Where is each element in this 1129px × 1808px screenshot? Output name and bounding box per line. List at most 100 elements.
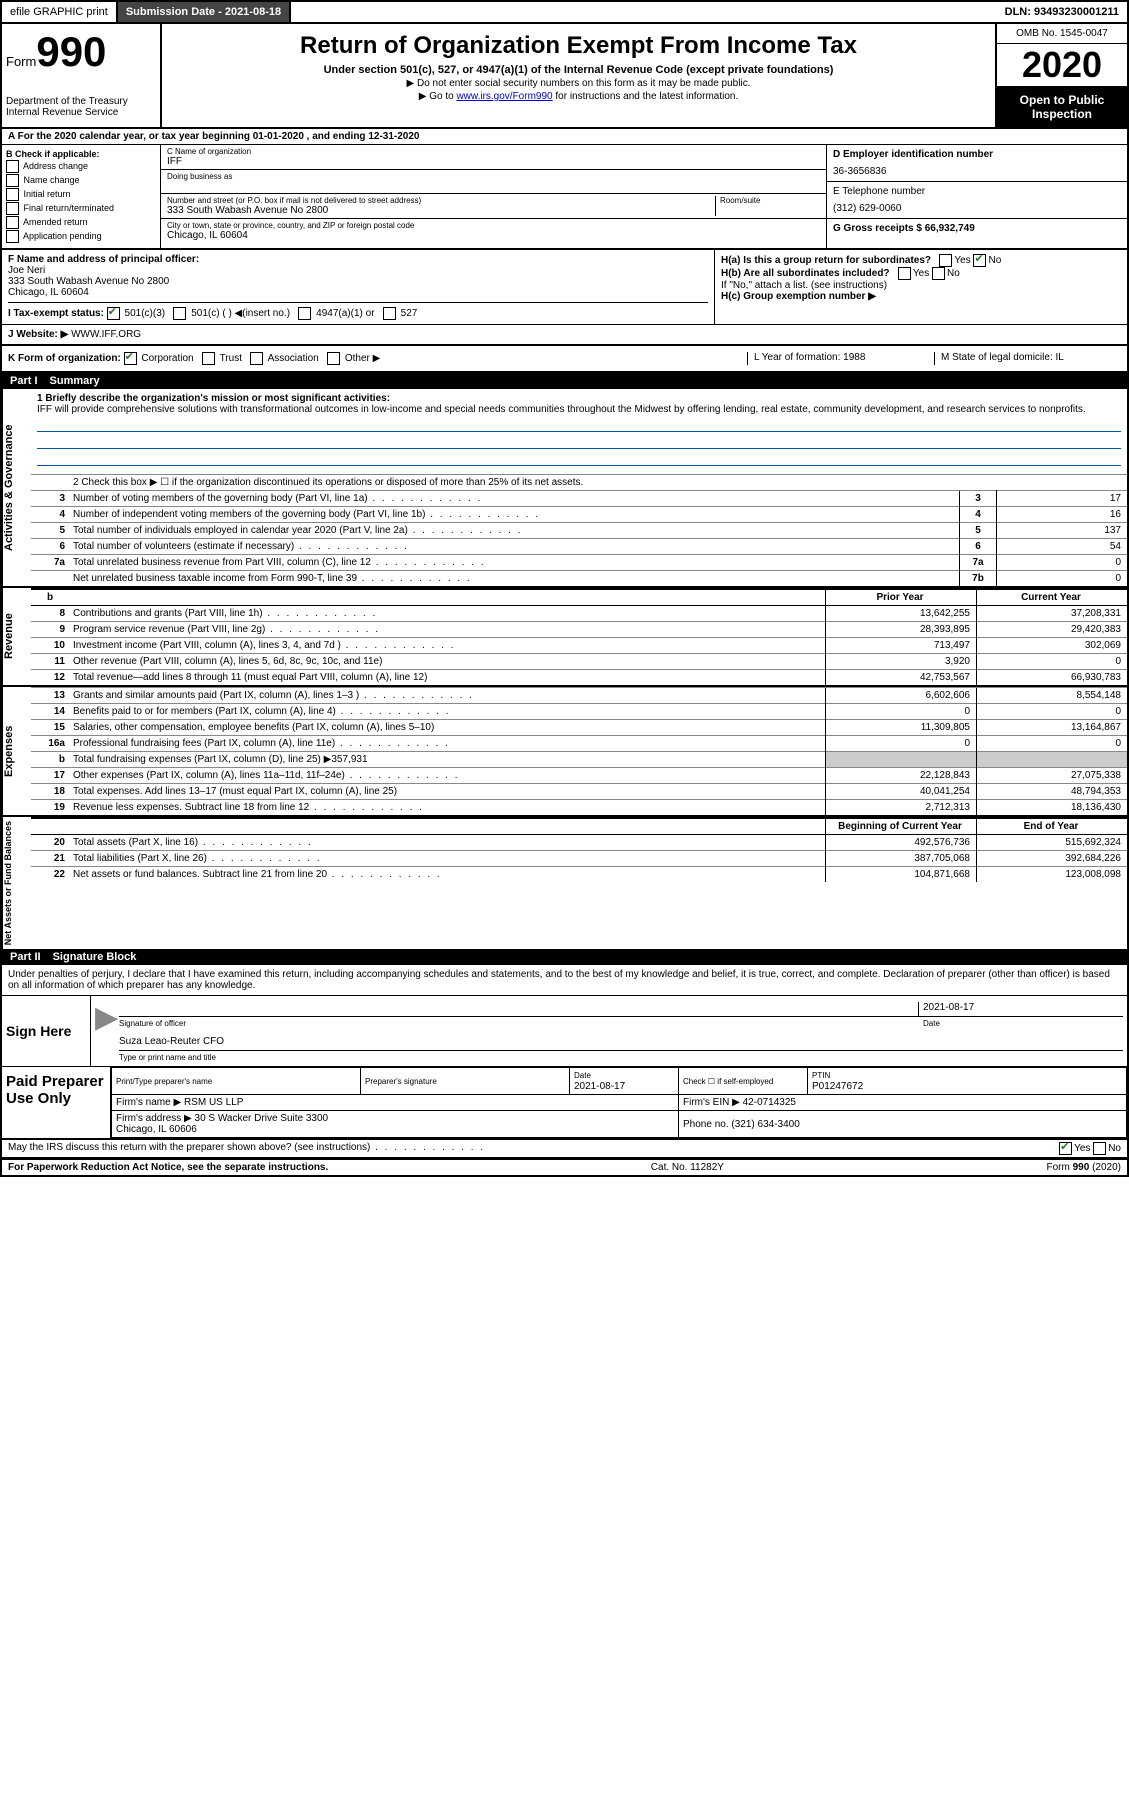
ein-value: 36-3656836 — [833, 166, 1121, 177]
part1-label: Part I — [10, 375, 38, 387]
ein-label: D Employer identification number — [833, 149, 1121, 160]
na-line-22: Net assets or fund balances. Subtract li… — [69, 867, 826, 883]
ptin-value: P01247672 — [812, 1081, 863, 1092]
phone-value: (312) 629-0060 — [833, 203, 1121, 214]
side-expenses: Expenses — [2, 687, 31, 815]
submission-date: Submission Date - 2021-08-18 — [118, 2, 291, 22]
prep-name-label: Print/Type preparer's name — [116, 1077, 212, 1086]
hb-yes[interactable] — [898, 267, 911, 280]
cb-amended[interactable]: Amended return — [6, 216, 156, 229]
note-ssn: ▶ Do not enter social security numbers o… — [170, 78, 987, 89]
cb-corporation[interactable] — [124, 352, 137, 365]
cb-501c3[interactable] — [107, 307, 120, 320]
part2-label: Part II — [10, 951, 41, 963]
gov-line-7a: Total unrelated business revenue from Pa… — [69, 555, 960, 571]
efile-label: efile GRAPHIC print — [2, 2, 118, 22]
website-value: WWW.IFF.ORG — [71, 329, 141, 340]
firm-ein-value: 42-0714325 — [743, 1097, 796, 1108]
org-name: IFF — [167, 156, 820, 167]
col-d-ein: D Employer identification number 36-3656… — [826, 145, 1127, 248]
na-line-20: Total assets (Part X, line 16) — [69, 835, 826, 851]
form-subtitle: Under section 501(c), 527, or 4947(a)(1)… — [170, 64, 987, 76]
sign-here-label: Sign Here — [2, 996, 91, 1066]
topbar: efile GRAPHIC print Submission Date - 20… — [2, 2, 1127, 24]
name-label: C Name of organization — [167, 147, 820, 156]
mission-text: IFF will provide comprehensive solutions… — [37, 404, 1121, 415]
cb-initial-return[interactable]: Initial return — [6, 188, 156, 201]
rev-line-10: Investment income (Part VIII, column (A)… — [69, 638, 826, 654]
city-label: City or town, state or province, country… — [167, 221, 820, 230]
exp-line-17: Other expenses (Part IX, column (A), lin… — [69, 768, 826, 784]
side-net-assets: Net Assets or Fund Balances — [2, 817, 31, 949]
penalties-text: Under penalties of perjury, I declare th… — [2, 965, 1127, 996]
inspection-label: Open to Public Inspection — [997, 87, 1127, 127]
ha-yes[interactable] — [939, 254, 952, 267]
cb-application-pending[interactable]: Application pending — [6, 230, 156, 243]
discuss-text: May the IRS discuss this return with the… — [8, 1142, 1059, 1155]
room-label: Room/suite — [720, 196, 820, 205]
hdr-end: End of Year — [977, 818, 1128, 835]
cb-501c[interactable] — [173, 307, 186, 320]
officer-name: Joe Neri — [8, 265, 708, 276]
cb-527[interactable] — [383, 307, 396, 320]
officer-printed-name: Suza Leao-Reuter CFO — [119, 1036, 224, 1050]
header-right: OMB No. 1545-0047 2020 Open to Public In… — [995, 24, 1127, 127]
exp-line-15: Salaries, other compensation, employee b… — [69, 720, 826, 736]
part1-header: Part I Summary — [2, 373, 1127, 389]
org-address: 333 South Wabash Avenue No 2800 — [167, 205, 715, 216]
sig-date-value: 2021-08-17 — [918, 1002, 1123, 1016]
prep-date-label: Date — [574, 1071, 591, 1080]
sig-officer-label: Signature of officer — [119, 1019, 923, 1028]
exp-line-13: Grants and similar amounts paid (Part IX… — [69, 688, 826, 704]
firm-phone-value: (321) 634-3400 — [731, 1119, 799, 1130]
ha-no[interactable] — [973, 254, 986, 267]
hc-label: H(c) Group exemption number ▶ — [721, 291, 876, 302]
rev-line-11: Other revenue (Part VIII, column (A), li… — [69, 654, 826, 670]
org-city: Chicago, IL 60604 — [167, 230, 820, 241]
cb-4947[interactable] — [298, 307, 311, 320]
summary-governance: Activities & Governance 1 Briefly descri… — [2, 389, 1127, 586]
firm-ein-label: Firm's EIN ▶ — [683, 1097, 740, 1108]
phone-label: E Telephone number — [833, 186, 1121, 197]
discuss-no[interactable] — [1093, 1142, 1106, 1155]
note2-pre: ▶ Go to — [419, 91, 457, 102]
form-title: Return of Organization Exempt From Incom… — [170, 32, 987, 60]
rev-line-8: Contributions and grants (Part VIII, lin… — [69, 606, 826, 622]
exp-line-19: Revenue less expenses. Subtract line 18 … — [69, 800, 826, 816]
omb-number: OMB No. 1545-0047 — [997, 24, 1127, 44]
website-label: J Website: ▶ — [8, 329, 68, 340]
cb-association[interactable] — [250, 352, 263, 365]
form-number: 990 — [36, 28, 106, 75]
irs-link[interactable]: www.irs.gov/Form990 — [456, 91, 552, 102]
paid-preparer-label: Paid Preparer Use Only — [2, 1067, 111, 1138]
discuss-yes[interactable] — [1059, 1142, 1072, 1155]
rev-line-9: Program service revenue (Part VIII, line… — [69, 622, 826, 638]
cb-address-change[interactable]: Address change — [6, 160, 156, 173]
ptin-label: PTIN — [812, 1071, 830, 1080]
m-state: M State of legal domicile: IL — [934, 352, 1121, 365]
row-j-website: J Website: ▶ WWW.IFF.ORG — [2, 325, 1127, 346]
prep-sig-label: Preparer's signature — [365, 1077, 437, 1086]
officer-type-label: Type or print name and title — [119, 1053, 1123, 1062]
cb-other[interactable] — [327, 352, 340, 365]
hb-no[interactable] — [932, 267, 945, 280]
gov-line-3: Number of voting members of the governin… — [69, 491, 960, 507]
part2-title: Signature Block — [53, 951, 137, 963]
line2: 2 Check this box ▶ ☐ if the organization… — [69, 475, 1127, 491]
cb-final-return[interactable]: Final return/terminated — [6, 202, 156, 215]
check-self-employed: Check ☐ if self-employed — [683, 1077, 773, 1086]
col-c-org-info: C Name of organization IFF Doing busines… — [161, 145, 826, 248]
cb-trust[interactable] — [202, 352, 215, 365]
gov-line-6: Total number of volunteers (estimate if … — [69, 539, 960, 555]
footer-left: For Paperwork Reduction Act Notice, see … — [8, 1162, 328, 1173]
col-b-checkboxes: B Check if applicable: Address change Na… — [2, 145, 161, 248]
rev-line-12: Total revenue—add lines 8 through 11 (mu… — [69, 670, 826, 686]
summary-expenses: Expenses 13Grants and similar amounts pa… — [2, 685, 1127, 815]
note2-post: for instructions and the latest informat… — [553, 91, 739, 102]
cb-name-change[interactable]: Name change — [6, 174, 156, 187]
hb-label: H(b) Are all subordinates included? — [721, 268, 890, 279]
exp-line-14: Benefits paid to or for members (Part IX… — [69, 704, 826, 720]
hb-note: If "No," attach a list. (see instruction… — [721, 280, 1121, 291]
block-b-to-g: B Check if applicable: Address change Na… — [2, 145, 1127, 250]
exp-line-18: Total expenses. Add lines 13–17 (must eq… — [69, 784, 826, 800]
